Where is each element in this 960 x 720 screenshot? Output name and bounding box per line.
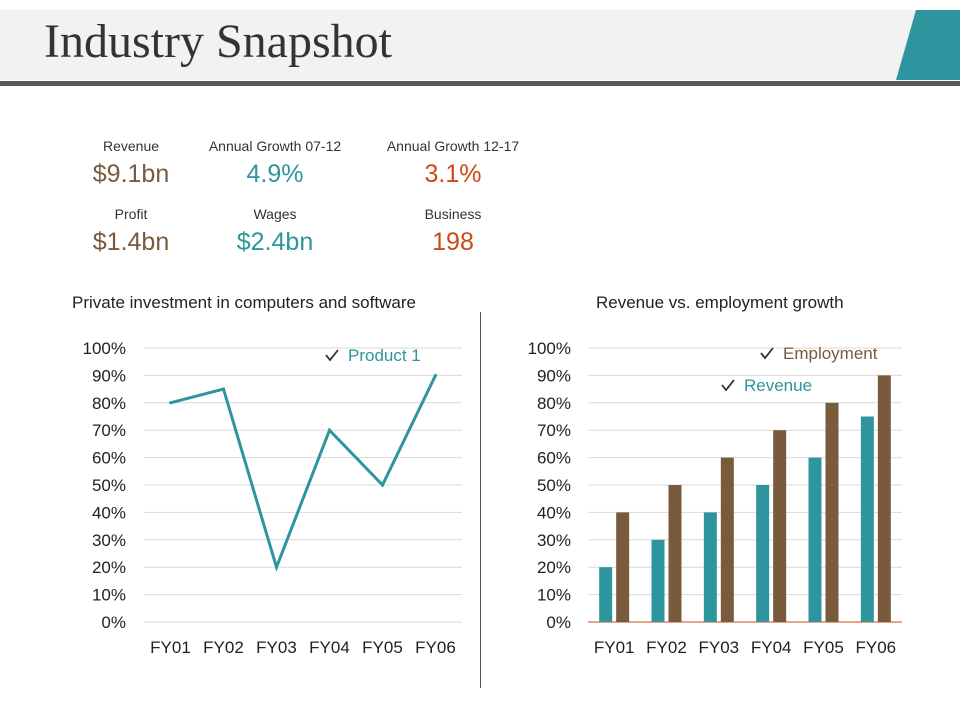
- stat-revenue-label: Revenue: [102, 138, 160, 154]
- line-data-point: [328, 428, 331, 432]
- bar-chart-x-tick-label: FY03: [699, 638, 740, 657]
- stat-business-label: Business: [424, 206, 482, 222]
- bar-revenue-fy06: [860, 416, 874, 622]
- line-chart-legend-check-icon: [325, 349, 339, 362]
- stat-growth-07-12-value: 4.9%: [246, 160, 304, 188]
- line-chart-legend-label: Product 1: [348, 346, 421, 365]
- line-chart-x-tick-label: FY01: [150, 638, 191, 657]
- line-data-point: [169, 401, 172, 405]
- chart-divider: [480, 312, 481, 688]
- bar-employment-fy03: [720, 457, 734, 622]
- line-chart-x-tick-label: FY05: [362, 638, 403, 657]
- stat-business-value: 198: [432, 228, 474, 256]
- stat-business: Business 198: [368, 206, 538, 257]
- stat-revenue: Revenue $9.1bn: [46, 138, 216, 189]
- stat-wages-label: Wages: [253, 206, 297, 222]
- bar-chart-revenue-legend-check-icon: [721, 379, 735, 392]
- line-chart-y-tick-label: 80%: [92, 394, 126, 413]
- title-bar: [0, 10, 960, 80]
- bar-employment-fy06: [877, 375, 891, 622]
- bar-chart-y-tick-label: 60%: [537, 449, 571, 468]
- bar-chart-y-tick-label: 10%: [537, 586, 571, 605]
- line-chart-y-tick-label: 90%: [92, 366, 126, 385]
- stat-profit: Profit $1.4bn: [46, 206, 216, 257]
- line-chart-y-tick-label: 70%: [92, 421, 126, 440]
- bar-chart-x-tick-label: FY02: [646, 638, 687, 657]
- bar-employment-fy01: [616, 512, 630, 622]
- line-chart-title: Private investment in computers and soft…: [72, 293, 416, 312]
- stat-growth-07-12: Annual Growth 07-12 4.9%: [190, 138, 360, 189]
- line-chart-y-tick-label: 40%: [92, 503, 126, 522]
- bar-chart-y-tick-label: 0%: [546, 613, 571, 632]
- bar-chart-y-tick-label: 40%: [537, 503, 571, 522]
- line-chart-y-tick-label: 100%: [83, 339, 126, 358]
- title-divider: [0, 81, 960, 86]
- bar-chart-y-tick-label: 80%: [537, 394, 571, 413]
- bar-revenue-fy02: [651, 539, 665, 622]
- stat-wages-value: $2.4bn: [236, 228, 314, 256]
- bar-chart-title: Revenue vs. employment growth: [596, 293, 844, 312]
- bar-chart-y-tick-label: 50%: [537, 476, 571, 495]
- line-chart-y-tick-label: 60%: [92, 449, 126, 468]
- line-data-point: [222, 387, 225, 391]
- stat-profit-value: $1.4bn: [92, 228, 170, 256]
- bar-chart-y-tick-label: 20%: [537, 558, 571, 577]
- line-data-point: [434, 373, 437, 377]
- bar-employment-fy04: [773, 430, 787, 622]
- line-chart-y-tick-label: 50%: [92, 476, 126, 495]
- bar-employment-fy02: [668, 485, 682, 622]
- bar-revenue-fy04: [756, 485, 770, 622]
- stat-growth-12-17-value: 3.1%: [424, 160, 482, 188]
- line-data-point: [381, 483, 384, 487]
- line-chart-x-tick-label: FY06: [415, 638, 456, 657]
- bar-revenue-fy03: [703, 512, 717, 622]
- line-chart-x-tick-label: FY02: [203, 638, 244, 657]
- bar-chart-y-tick-label: 100%: [528, 339, 571, 358]
- page-title: Industry Snapshot: [44, 15, 392, 68]
- line-data-point: [275, 565, 278, 569]
- line-chart-y-tick-label: 30%: [92, 531, 126, 550]
- bar-chart-y-tick-label: 30%: [537, 531, 571, 550]
- bar-chart-x-tick-label: FY01: [594, 638, 635, 657]
- line-chart-x-tick-label: FY04: [309, 638, 350, 657]
- stat-growth-12-17-label: Annual Growth 12-17: [386, 138, 520, 154]
- stat-growth-12-17: Annual Growth 12-17 3.1%: [368, 138, 538, 189]
- line-chart-x-tick-label: FY03: [256, 638, 297, 657]
- bar-revenue-fy05: [808, 457, 822, 622]
- bar-chart-x-tick-label: FY06: [856, 638, 897, 657]
- bar-employment-fy05: [825, 402, 839, 622]
- stat-profit-label: Profit: [114, 206, 148, 222]
- stat-wages: Wages $2.4bn: [190, 206, 360, 257]
- stat-growth-07-12-label: Annual Growth 07-12: [208, 138, 342, 154]
- bar-chart-employment-legend-check-icon: [760, 347, 774, 360]
- bar-chart-y-tick-label: 70%: [537, 421, 571, 440]
- line-series-product-1: [170, 374, 437, 572]
- line-chart-y-tick-label: 10%: [92, 586, 126, 605]
- bar-revenue-fy01: [599, 567, 613, 622]
- line-chart-y-tick-label: 20%: [92, 558, 126, 577]
- bar-chart-x-tick-label: FY05: [803, 638, 844, 657]
- bar-chart-y-tick-label: 90%: [537, 366, 571, 385]
- line-chart-y-tick-label: 0%: [101, 613, 126, 632]
- bar-chart-x-tick-label: FY04: [751, 638, 792, 657]
- stat-revenue-value: $9.1bn: [92, 160, 170, 188]
- bar-chart-employment-legend-label: Employment: [783, 344, 878, 363]
- bar-chart-revenue-legend-label: Revenue: [744, 376, 812, 395]
